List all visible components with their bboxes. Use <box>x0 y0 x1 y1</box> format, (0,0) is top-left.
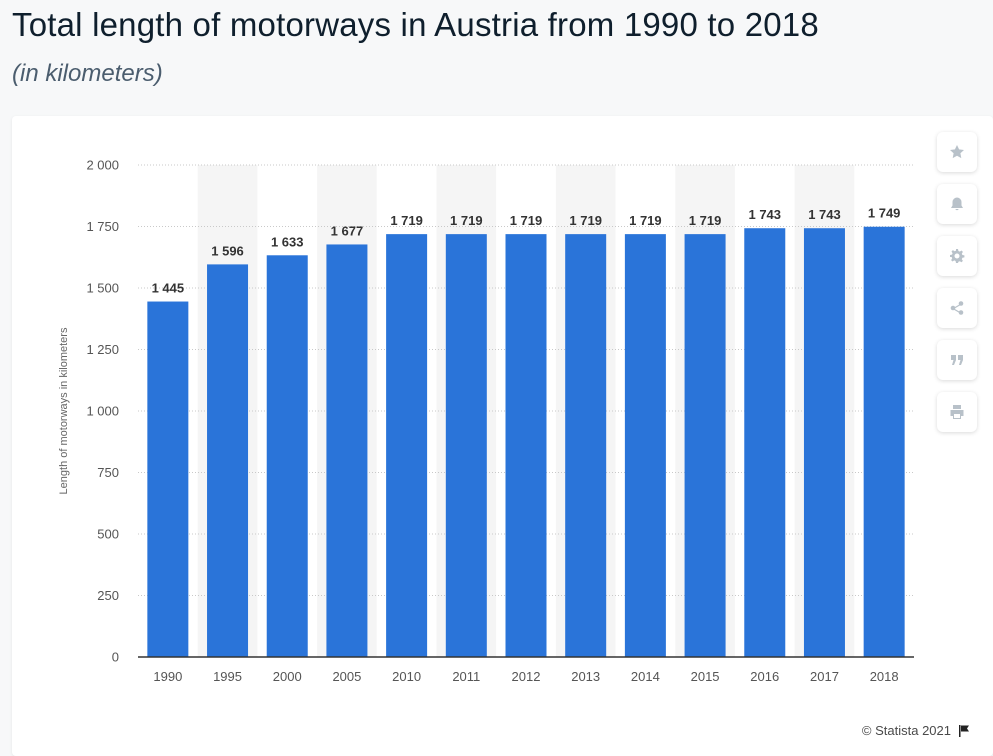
cite-button[interactable] <box>937 340 977 380</box>
bell-icon <box>951 197 963 211</box>
data-label: 1 743 <box>808 207 841 222</box>
chart-card: 0 250 500 750 1 000 1 250 1 500 1 750 2 000 1 445… <box>12 116 993 756</box>
bar <box>207 264 249 657</box>
data-label: 1 719 <box>510 213 543 228</box>
share-button[interactable] <box>937 288 977 328</box>
y-tick-label: 250 <box>97 588 119 603</box>
y-axis-label: Length of motorways in kilometers <box>58 327 70 494</box>
bar-chart: 0 250 500 750 1 000 1 250 1 500 1 750 2 000 1 445… <box>58 158 914 684</box>
x-tick-label: 2016 <box>750 669 779 684</box>
bar <box>565 234 607 657</box>
bar <box>505 234 547 657</box>
share-icon <box>950 301 964 315</box>
chart-subtitle: (in kilometers) <box>12 60 163 87</box>
x-tick-label: 1990 <box>153 669 182 684</box>
bar <box>803 228 845 658</box>
data-label: 1 719 <box>569 213 602 228</box>
x-tick-label: 2017 <box>810 669 839 684</box>
x-tick-label: 2012 <box>512 669 541 684</box>
favorite-button[interactable] <box>937 132 977 172</box>
bar <box>266 255 308 658</box>
y-tick-label: 2 000 <box>86 158 119 173</box>
quote-icon <box>951 355 963 365</box>
y-tick-label: 0 <box>112 650 119 665</box>
notification-button[interactable] <box>937 184 977 224</box>
statista-credit[interactable]: © Statista 2021 <box>861 723 951 738</box>
print-icon <box>950 405 964 419</box>
x-tick-label: 2013 <box>571 669 600 684</box>
y-tick-label: 1 500 <box>86 281 119 296</box>
gear-icon <box>950 249 965 263</box>
bar <box>863 226 905 657</box>
x-tick-label: 1995 <box>213 669 242 684</box>
data-label: 1 743 <box>748 207 781 222</box>
x-tick-label: 2014 <box>631 669 660 684</box>
y-tick-label: 750 <box>97 465 119 480</box>
x-tick-label: 2000 <box>273 669 302 684</box>
bar <box>147 301 189 657</box>
x-tick-label: 2011 <box>452 669 480 684</box>
data-label: 1 677 <box>331 223 364 238</box>
data-label: 1 719 <box>390 213 423 228</box>
data-label: 1 445 <box>152 281 185 296</box>
bar <box>624 234 666 657</box>
y-tick-label: 1 750 <box>86 219 119 234</box>
chart-title: Total length of motorways in Austria fro… <box>12 6 819 43</box>
y-tick-label: 500 <box>97 527 119 542</box>
x-tick-label: 2015 <box>691 669 720 684</box>
x-tick-label: 2005 <box>332 669 361 684</box>
data-label: 1 719 <box>450 213 483 228</box>
star-icon <box>950 145 964 159</box>
footer: © Statista 2021 <box>862 723 971 738</box>
bar <box>386 234 428 657</box>
data-label: 1 596 <box>211 243 244 258</box>
data-label: 1 633 <box>271 234 304 249</box>
flag-icon[interactable] <box>957 724 971 738</box>
bar <box>326 244 368 657</box>
data-label: 1 719 <box>629 213 662 228</box>
print-button[interactable] <box>937 392 977 432</box>
settings-button[interactable] <box>937 236 977 276</box>
data-label: 1 719 <box>689 213 722 228</box>
bar <box>445 234 487 657</box>
x-tick-label: 2010 <box>392 669 421 684</box>
x-tick-label: 2018 <box>870 669 899 684</box>
data-label: 1 749 <box>868 206 901 221</box>
y-tick-label: 1 000 <box>86 404 119 419</box>
bar <box>684 234 726 657</box>
bar <box>744 228 786 658</box>
y-tick-label: 1 250 <box>86 342 119 357</box>
